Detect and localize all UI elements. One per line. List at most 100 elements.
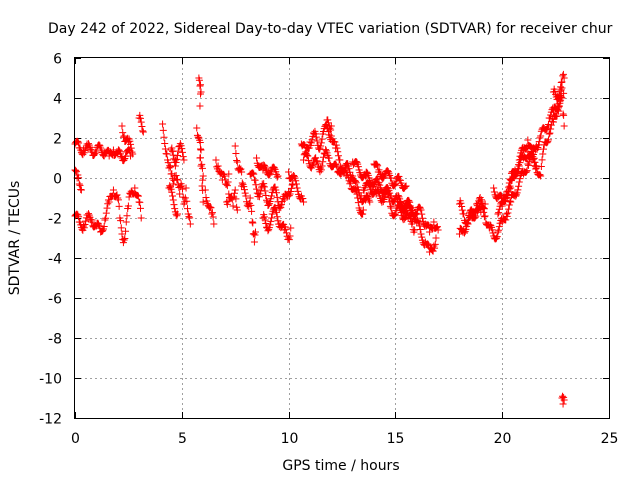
data-point	[458, 202, 466, 210]
data-point	[134, 192, 142, 200]
data-point	[118, 122, 126, 130]
data-point	[246, 194, 254, 202]
data-point	[183, 197, 191, 205]
data-point	[560, 122, 568, 130]
data-point	[209, 213, 217, 221]
data-point	[544, 138, 552, 146]
data-point	[303, 151, 311, 159]
data-point	[478, 196, 486, 204]
data-point	[169, 180, 177, 188]
data-point	[495, 209, 503, 217]
data-point	[418, 210, 426, 218]
data-point	[223, 200, 231, 208]
data-point	[120, 132, 128, 140]
data-point	[251, 231, 259, 239]
data-point	[198, 182, 206, 190]
data-point	[92, 148, 100, 156]
data-point	[333, 144, 341, 152]
data-point	[261, 187, 269, 195]
data-point	[387, 174, 395, 182]
data-point	[522, 168, 530, 176]
data-point	[495, 205, 503, 213]
data-point	[462, 225, 470, 233]
data-point	[173, 175, 181, 183]
data-point	[560, 396, 568, 404]
data-point	[537, 132, 545, 140]
data-point	[173, 212, 181, 220]
data-point	[208, 210, 216, 218]
data-point	[240, 186, 248, 194]
data-point	[287, 188, 295, 196]
data-point	[76, 181, 84, 189]
data-point	[418, 214, 426, 222]
data-point	[294, 187, 302, 195]
data-point	[396, 199, 404, 207]
data-point	[193, 124, 201, 132]
data-point	[395, 173, 403, 181]
axis-ticks	[75, 58, 610, 419]
data-point	[139, 127, 147, 135]
data-point	[556, 87, 564, 95]
data-point	[124, 202, 132, 210]
data-point	[408, 206, 416, 214]
data-point	[248, 207, 256, 215]
data-point	[166, 163, 174, 171]
data-point	[263, 196, 271, 204]
y-tick-label: -4	[48, 252, 62, 268]
data-point	[172, 159, 180, 167]
data-point	[271, 183, 279, 191]
data-point	[120, 156, 128, 164]
data-point	[480, 213, 488, 221]
data-point	[353, 158, 361, 166]
data-point	[458, 206, 466, 214]
data-point	[231, 142, 239, 150]
data-point	[123, 212, 131, 220]
data-point	[253, 189, 261, 197]
data-point	[547, 111, 555, 119]
data-point	[137, 118, 145, 126]
data-point	[349, 172, 357, 180]
data-point	[331, 138, 339, 146]
data-point	[315, 145, 323, 153]
data-point	[161, 145, 169, 153]
data-point	[94, 220, 102, 228]
data-point	[384, 168, 392, 176]
data-point	[431, 240, 439, 248]
data-point	[305, 157, 313, 165]
data-point	[176, 190, 184, 198]
data-point	[560, 74, 568, 82]
data-point	[159, 120, 167, 128]
x-tick-label: 0	[71, 431, 80, 447]
data-point	[322, 146, 330, 154]
data-point	[544, 121, 552, 129]
data-point	[559, 110, 567, 118]
data-point	[353, 190, 361, 198]
data-point	[75, 139, 83, 147]
data-point	[405, 201, 413, 209]
data-point	[268, 214, 276, 222]
data-point	[102, 209, 110, 217]
data-point	[136, 198, 144, 206]
data-point	[537, 172, 545, 180]
data-point	[539, 150, 547, 158]
data-point	[546, 129, 554, 137]
data-point	[557, 86, 565, 94]
data-point	[559, 400, 567, 408]
data-point	[390, 212, 398, 220]
data-point	[80, 224, 88, 232]
data-point	[201, 186, 209, 194]
data-point	[366, 198, 374, 206]
data-point	[317, 142, 325, 150]
data-point	[208, 209, 216, 217]
data-point	[481, 200, 489, 208]
data-point	[85, 140, 93, 148]
data-point	[185, 213, 193, 221]
data-point	[232, 150, 240, 158]
y-tick-label: -12	[39, 412, 62, 428]
data-point	[170, 201, 178, 209]
data-point	[223, 182, 231, 190]
data-point	[374, 186, 382, 194]
data-point	[509, 174, 517, 182]
data-point	[81, 221, 89, 229]
data-point	[282, 226, 290, 234]
